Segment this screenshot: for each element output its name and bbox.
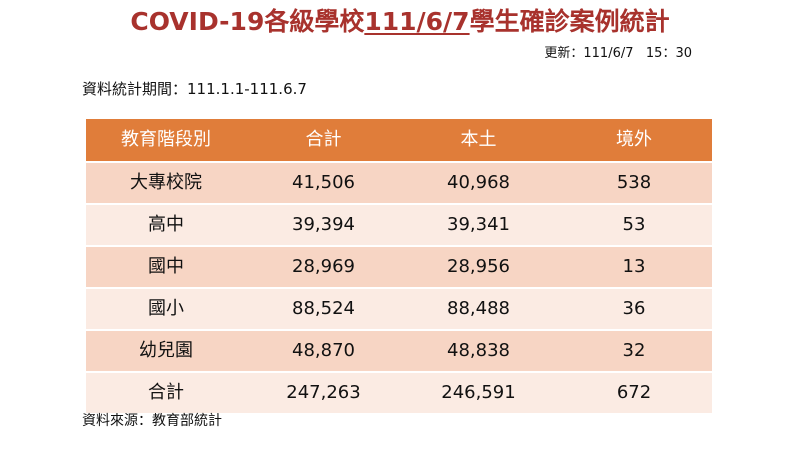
- header-imported: 境外: [556, 119, 712, 163]
- table-header-row: 教育階段別 合計 本土 境外: [86, 119, 712, 163]
- data-source: 資料來源：教育部統計: [82, 413, 222, 429]
- updated-timestamp: 更新：111/6/7 15：30: [544, 46, 692, 61]
- table-row: 大專校院 41,506 40,968 538: [86, 162, 712, 205]
- cell-imported: 538: [556, 162, 712, 205]
- cell-level: 高中: [86, 204, 246, 247]
- cell-imported: 53: [556, 204, 712, 247]
- header-education-level: 教育階段別: [86, 119, 246, 163]
- page-title: COVID-19各級學校111/6/7學生確診案例統計: [0, 4, 800, 40]
- cell-total: 41,506: [246, 162, 401, 205]
- cell-imported: 36: [556, 288, 712, 331]
- cell-total: 88,524: [246, 288, 401, 331]
- cell-local: 88,488: [401, 288, 556, 331]
- table-row: 高中 39,394 39,341 53: [86, 204, 712, 247]
- cell-level: 國中: [86, 246, 246, 289]
- cell-total: 28,969: [246, 246, 401, 289]
- cell-level: 大專校院: [86, 162, 246, 205]
- table-row: 幼兒園 48,870 48,838 32: [86, 330, 712, 373]
- cell-level: 國小: [86, 288, 246, 331]
- header-local: 本土: [401, 119, 556, 163]
- title-date: 111/6/7: [364, 7, 470, 36]
- cell-imported: 13: [556, 246, 712, 289]
- cell-local: 28,956: [401, 246, 556, 289]
- student-cases-table: 教育階段別 合計 本土 境外 大專校院 41,506 40,968 538 高中…: [86, 119, 712, 413]
- cell-level: 合計: [86, 372, 246, 413]
- table-row: 國中 28,969 28,956 13: [86, 246, 712, 289]
- cell-total: 39,394: [246, 204, 401, 247]
- cell-total: 247,263: [246, 372, 401, 413]
- cell-total: 48,870: [246, 330, 401, 373]
- cell-local: 48,838: [401, 330, 556, 373]
- table-row-total: 合計 247,263 246,591 672: [86, 372, 712, 413]
- table-row: 國小 88,524 88,488 36: [86, 288, 712, 331]
- header-total: 合計: [246, 119, 401, 163]
- cell-local: 39,341: [401, 204, 556, 247]
- cell-local: 246,591: [401, 372, 556, 413]
- title-suffix: 學生確診案例統計: [469, 7, 670, 36]
- cell-local: 40,968: [401, 162, 556, 205]
- statistics-period: 資料統計期間：111.1.1-111.6.7: [82, 80, 307, 98]
- cell-level: 幼兒園: [86, 330, 246, 373]
- title-prefix: COVID-19各級學校: [130, 7, 365, 36]
- cell-imported: 32: [556, 330, 712, 373]
- cell-imported: 672: [556, 372, 712, 413]
